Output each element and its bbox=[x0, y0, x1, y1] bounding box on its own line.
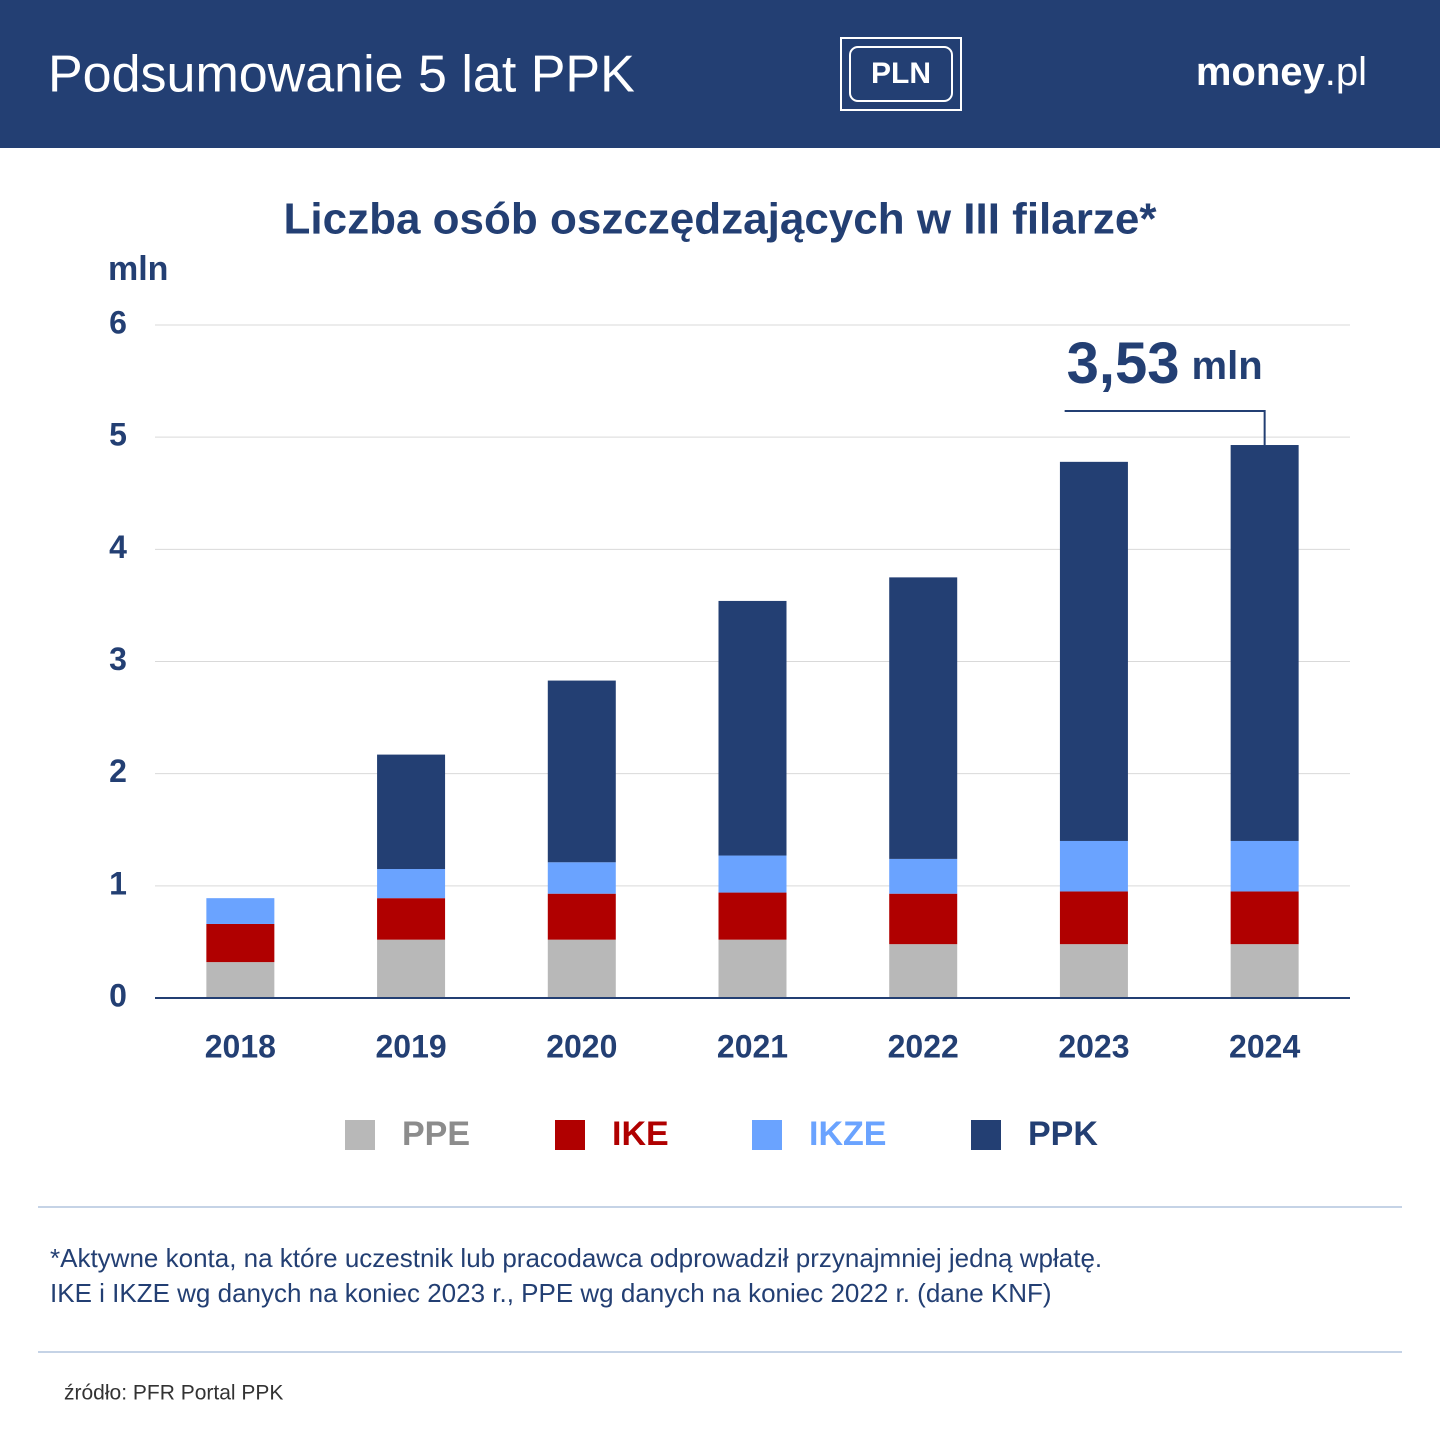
badge-frame bbox=[840, 37, 962, 111]
logo-main: money bbox=[1196, 50, 1326, 94]
y-tick-label: 5 bbox=[109, 417, 127, 453]
bar-segment bbox=[1230, 944, 1299, 998]
chart-title: Liczba osób oszczędzających w III filarz… bbox=[284, 195, 1158, 244]
bar-segment bbox=[206, 923, 275, 963]
badge-text: PLN bbox=[871, 57, 931, 90]
y-tick-label: 3 bbox=[109, 641, 127, 677]
bar-segment bbox=[889, 858, 958, 894]
y-tick-label: 1 bbox=[109, 865, 127, 901]
legend-label: PPE bbox=[402, 1115, 470, 1153]
bar-segment bbox=[377, 754, 446, 870]
y-tick-label: 2 bbox=[109, 753, 127, 789]
bar-segment bbox=[718, 939, 787, 998]
bar-segment bbox=[206, 962, 275, 998]
footnote: *Aktywne konta, na które uczestnik lub p… bbox=[50, 1243, 1102, 1273]
bar-segment bbox=[547, 862, 616, 894]
bar-segment bbox=[718, 892, 787, 940]
legend-swatch bbox=[555, 1120, 585, 1150]
footnote: IKE i IKZE wg danych na koniec 2023 r., … bbox=[50, 1278, 1052, 1308]
legend-swatch bbox=[345, 1120, 375, 1150]
bar-segment bbox=[1230, 840, 1299, 892]
bar-segment bbox=[377, 898, 446, 940]
data-label: 3,53 bbox=[1067, 331, 1180, 396]
logo: money.pl bbox=[1196, 50, 1367, 94]
bar-segment bbox=[889, 893, 958, 945]
legend-label: IKZE bbox=[809, 1115, 886, 1153]
header-title: Podsumowanie 5 lat PPK bbox=[48, 46, 635, 104]
legend-label: IKE bbox=[612, 1115, 669, 1153]
bar-segment bbox=[547, 939, 616, 998]
bar-segment bbox=[1230, 445, 1299, 841]
bar-segment bbox=[377, 869, 446, 899]
bar-segment bbox=[718, 855, 787, 893]
bar-segment bbox=[718, 600, 787, 856]
bar-segment bbox=[547, 680, 616, 863]
x-tick-label: 2021 bbox=[717, 1028, 788, 1064]
x-tick-label: 2024 bbox=[1229, 1028, 1300, 1064]
annotation-bracket bbox=[1064, 410, 1266, 446]
y-tick-label: 4 bbox=[109, 529, 127, 565]
plot: 0 1 2 3 4 5 6 2018 2019 2020 2021 2022 2023 3,53 mln 20… bbox=[109, 304, 1350, 1153]
badge-inner bbox=[849, 46, 953, 102]
bar-segment bbox=[206, 898, 275, 924]
x-tick-label: 2022 bbox=[888, 1028, 959, 1064]
logo-suffix: .pl bbox=[1325, 50, 1367, 94]
bar-segment bbox=[1059, 840, 1128, 892]
y-tick-label: 0 bbox=[109, 977, 127, 1013]
bar-segment bbox=[377, 939, 446, 998]
legend-swatch bbox=[752, 1120, 782, 1150]
bar-segment bbox=[1059, 944, 1128, 998]
bar-segment bbox=[889, 577, 958, 859]
data-label-unit: mln bbox=[1192, 344, 1263, 388]
bar-segment bbox=[547, 893, 616, 940]
source: źródło: PFR Portal PPK bbox=[64, 1382, 283, 1405]
y-tick-label: 6 bbox=[109, 304, 127, 340]
annotation: 3,53 mln bbox=[1067, 331, 1263, 396]
bar-segment bbox=[889, 944, 958, 998]
bar-segment bbox=[1059, 461, 1128, 841]
x-tick-label: 2019 bbox=[375, 1028, 446, 1064]
legend-label: PPK bbox=[1028, 1115, 1098, 1153]
x-tick-label: 2018 bbox=[205, 1028, 276, 1064]
bar-segment bbox=[1059, 891, 1128, 945]
header-bar bbox=[0, 0, 1440, 148]
x-tick-label: 2020 bbox=[546, 1028, 617, 1064]
legend-swatch bbox=[971, 1120, 1001, 1150]
bar-segment bbox=[1230, 891, 1299, 945]
y-axis-label: mln bbox=[108, 250, 168, 288]
x-tick-label: 2023 bbox=[1058, 1028, 1129, 1064]
